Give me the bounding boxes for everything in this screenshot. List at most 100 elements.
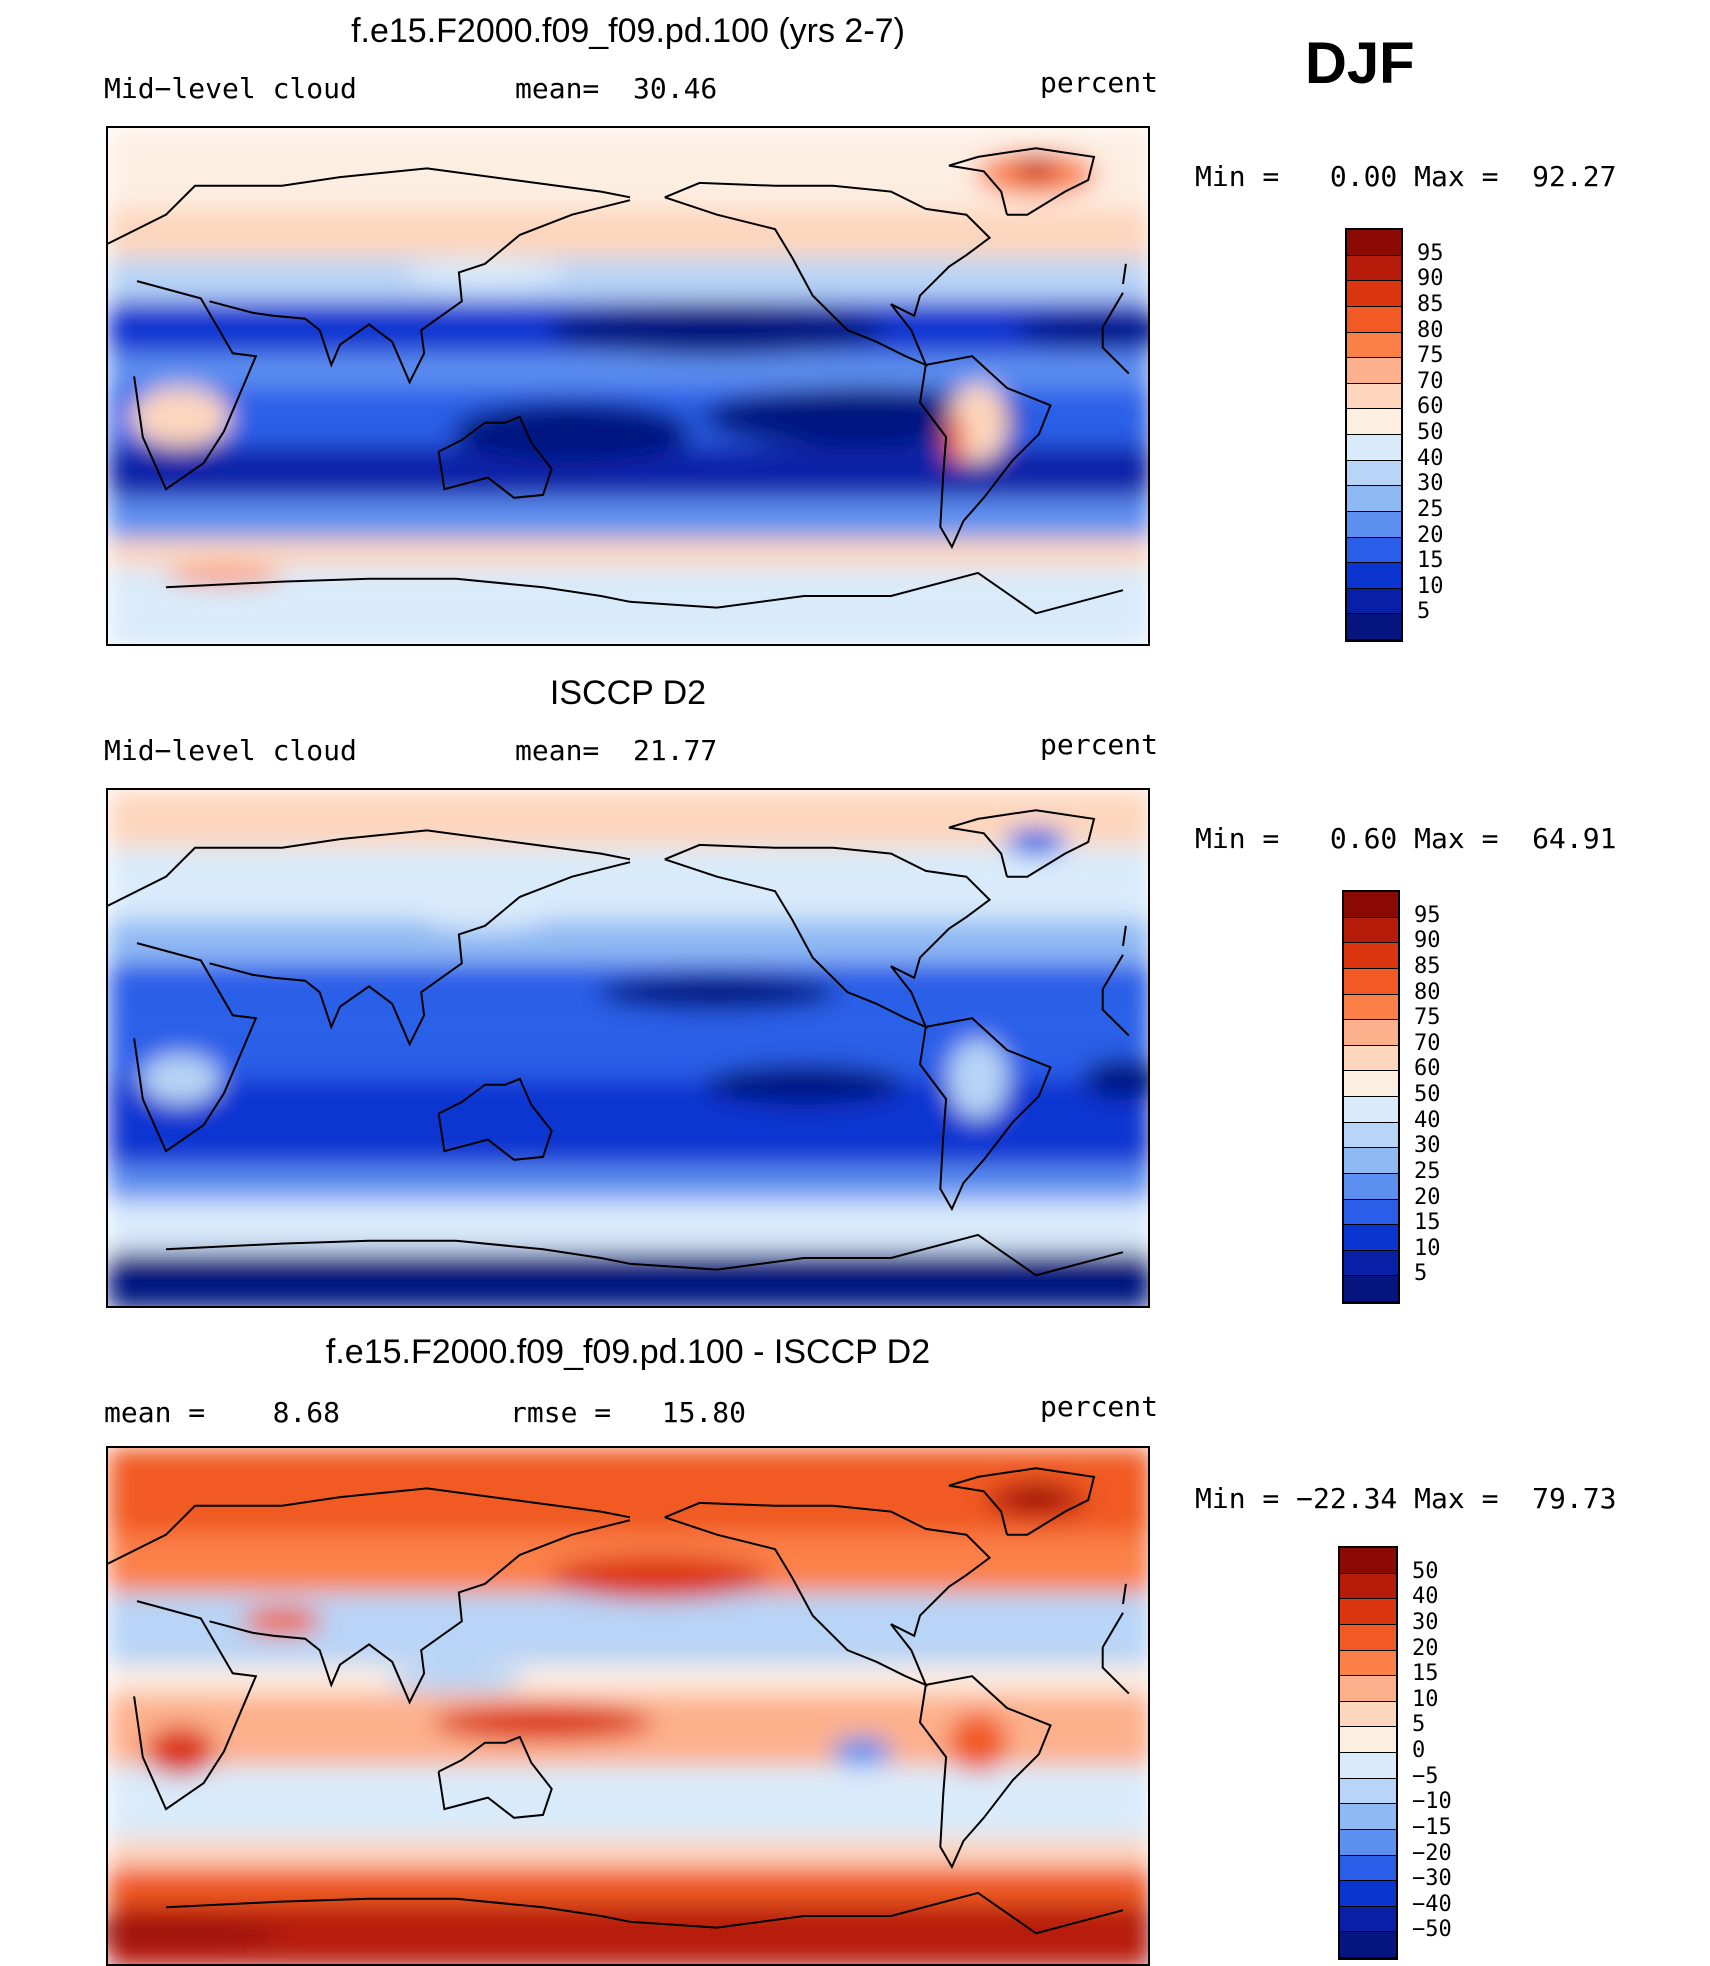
field-band bbox=[108, 353, 1148, 388]
colorbar-swatch bbox=[1347, 332, 1401, 359]
field-blob bbox=[108, 1925, 286, 1942]
field-blob bbox=[597, 974, 837, 1011]
panel-2-minmax: Min = 0.60 Max = 64.91 bbox=[1195, 822, 1617, 855]
panel-1-units: percent bbox=[1040, 66, 1159, 99]
colorbar-swatch bbox=[1347, 460, 1401, 487]
field-blob bbox=[704, 1064, 904, 1105]
colorbar-swatch bbox=[1340, 1676, 1396, 1702]
colorbar-tick-label: −5 bbox=[1412, 1763, 1439, 1789]
panel-2-units: percent bbox=[1040, 728, 1159, 761]
colorbar-swatch bbox=[1344, 968, 1398, 995]
coastline bbox=[918, 1675, 1052, 1870]
colorbar-swatch bbox=[1347, 383, 1401, 410]
colorbar-swatch bbox=[1340, 1548, 1396, 1574]
colorbar-tick-label: −30 bbox=[1412, 1866, 1452, 1892]
field-band bbox=[108, 1252, 1148, 1306]
colorbar-tick-label: 80 bbox=[1414, 979, 1441, 1005]
colorbar-swatch bbox=[1340, 1573, 1396, 1600]
field-band bbox=[108, 920, 1148, 964]
field-blob bbox=[140, 1053, 221, 1104]
coastline bbox=[664, 181, 992, 367]
coastline bbox=[108, 829, 1127, 947]
field-band bbox=[108, 258, 1148, 302]
coastline bbox=[437, 415, 553, 499]
panel-3-units: percent bbox=[1040, 1390, 1159, 1423]
colorbar-tick-label: 60 bbox=[1417, 394, 1444, 420]
field-band bbox=[108, 1765, 1148, 1838]
field-blob bbox=[944, 415, 965, 465]
field-blob bbox=[386, 1665, 526, 1694]
colorbar-tick-label: 20 bbox=[1414, 1184, 1441, 1210]
coastline bbox=[209, 861, 631, 1047]
panel-2-colorbar bbox=[1342, 890, 1400, 1304]
colorbar-swatch bbox=[1344, 943, 1398, 969]
colorbar-tick-label: 50 bbox=[1412, 1558, 1439, 1584]
panel-3-mean: mean = 8.68 bbox=[104, 1396, 341, 1429]
colorbar-swatch bbox=[1347, 230, 1401, 256]
panel-3-colorbar bbox=[1338, 1546, 1398, 1960]
coastline bbox=[165, 571, 1124, 615]
coastline bbox=[108, 1487, 1127, 1605]
field-band bbox=[108, 790, 1148, 848]
colorbar-swatch bbox=[1344, 1173, 1398, 1200]
colorbar-swatch bbox=[1347, 511, 1401, 538]
colorbar-swatch bbox=[1347, 486, 1401, 512]
panel-1-minmax: Min = 0.00 Max = 92.27 bbox=[1195, 160, 1617, 193]
field-layer bbox=[108, 790, 1148, 1306]
coastline bbox=[133, 1600, 1130, 1811]
colorbar-tick-label: −15 bbox=[1412, 1814, 1452, 1840]
colorbar-swatch bbox=[1347, 435, 1401, 461]
panel-1-title: f.e15.F2000.f09_f09.pd.100 (yrs 2-7) bbox=[351, 12, 905, 50]
colorbar-tick-label: 25 bbox=[1417, 496, 1444, 522]
colorbar-swatch bbox=[1340, 1701, 1396, 1728]
panel-3-map bbox=[106, 1446, 1150, 1966]
field-blob bbox=[242, 1607, 322, 1636]
field-band bbox=[108, 567, 1148, 644]
colorbar-swatch bbox=[1340, 1881, 1396, 1907]
colorbar-tick-label: 30 bbox=[1414, 1133, 1441, 1159]
colorbar-tick-label: 5 bbox=[1412, 1712, 1426, 1738]
field-blob bbox=[656, 217, 836, 242]
colorbar-swatch bbox=[1340, 1804, 1396, 1830]
colorbar-swatch bbox=[1340, 1727, 1396, 1753]
field-blob bbox=[1014, 314, 1148, 347]
field-band bbox=[108, 128, 1148, 209]
coastline bbox=[133, 280, 1130, 491]
colorbar-swatch bbox=[1340, 1906, 1396, 1933]
field-blob bbox=[425, 910, 545, 930]
colorbar-swatch bbox=[1340, 1599, 1396, 1625]
field-blob bbox=[948, 1712, 1008, 1773]
panel-2-map bbox=[106, 788, 1150, 1308]
colorbar-swatch bbox=[1344, 1071, 1398, 1097]
colorbar-tick-label: 40 bbox=[1417, 445, 1444, 471]
panel-2-mean: mean= 21.77 bbox=[515, 734, 718, 767]
field-band bbox=[108, 1838, 1148, 1867]
coastline bbox=[664, 843, 992, 1029]
colorbar-swatch bbox=[1340, 1829, 1396, 1856]
colorbar-tick-label: 30 bbox=[1417, 471, 1444, 497]
colorbar-tick-label: 10 bbox=[1417, 573, 1444, 599]
field-blob bbox=[433, 1704, 653, 1741]
field-blob bbox=[1014, 158, 1058, 179]
colorbar-tick-label: 75 bbox=[1414, 1005, 1441, 1031]
colorbar-swatch bbox=[1340, 1855, 1396, 1882]
coastline bbox=[437, 1077, 553, 1161]
field-blob bbox=[164, 567, 284, 584]
colorbar-swatch bbox=[1340, 1932, 1396, 1958]
colorbar-tick-label: −10 bbox=[1412, 1789, 1452, 1815]
field-blob bbox=[452, 401, 692, 462]
colorbar-swatch bbox=[1344, 1148, 1398, 1174]
colorbar-tick-label: 5 bbox=[1417, 599, 1431, 625]
colorbar-swatch bbox=[1347, 614, 1401, 640]
colorbar-tick-label: 40 bbox=[1412, 1584, 1439, 1610]
colorbar-swatch bbox=[1344, 1122, 1398, 1149]
colorbar-tick-label: 90 bbox=[1417, 266, 1444, 292]
colorbar-tick-label: −40 bbox=[1412, 1891, 1452, 1917]
colorbar-swatch bbox=[1344, 1097, 1398, 1123]
colorbar-tick-label: 20 bbox=[1412, 1635, 1439, 1661]
panel-1-mean: mean= 30.46 bbox=[515, 72, 718, 105]
coastline bbox=[918, 355, 1052, 550]
field-blob bbox=[948, 1038, 1008, 1119]
field-band bbox=[108, 538, 1148, 568]
colorbar-swatch bbox=[1347, 306, 1401, 333]
